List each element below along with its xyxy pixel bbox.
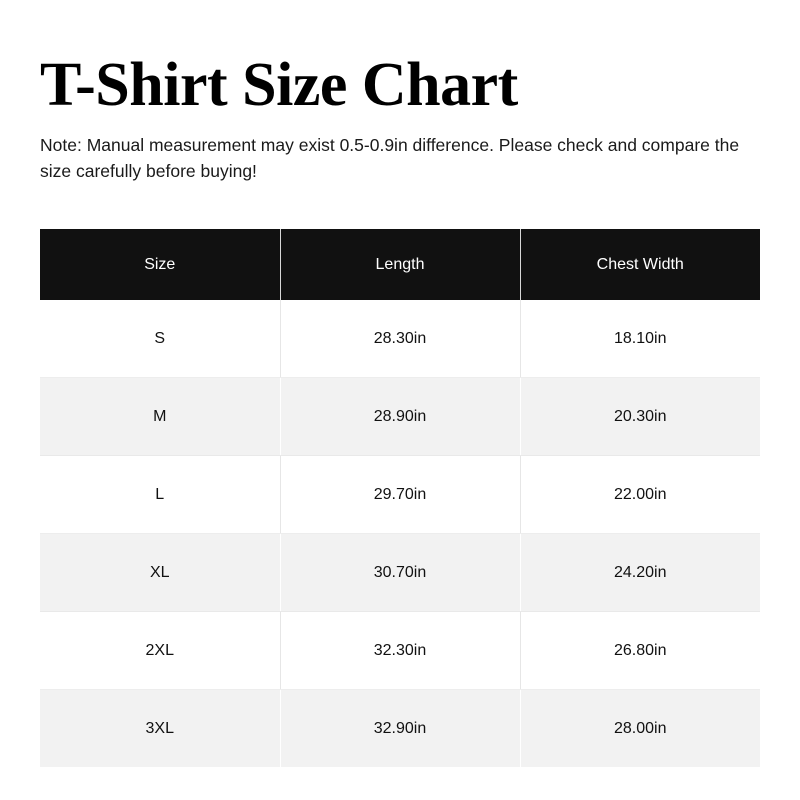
cell-size: 2XL: [40, 611, 281, 690]
cell-chest-width: 20.30in: [520, 377, 760, 456]
measurement-note: Note: Manual measurement may exist 0.5-0…: [40, 135, 740, 181]
size-table-container: Size Length Chest Width S 28.30in 18.10i…: [40, 229, 760, 767]
cell-length: 28.30in: [280, 300, 521, 378]
column-header-size: Size: [40, 229, 281, 300]
size-table: Size Length Chest Width S 28.30in 18.10i…: [40, 229, 760, 767]
cell-length: 32.30in: [280, 611, 521, 690]
table-row: 2XL 32.30in 26.80in: [40, 611, 760, 690]
cell-chest-width: 18.10in: [520, 300, 760, 378]
cell-length: 30.70in: [280, 533, 521, 612]
table-row: XL 30.70in 24.20in: [40, 533, 760, 612]
page-title: T-Shirt Size Chart: [40, 51, 518, 119]
cell-chest-width: 24.20in: [520, 533, 760, 612]
table-row: 3XL 32.90in 28.00in: [40, 689, 760, 767]
table-header: Size Length Chest Width: [40, 229, 760, 300]
cell-length: 29.70in: [280, 455, 521, 534]
cell-size: 3XL: [40, 689, 281, 767]
cell-length: 28.90in: [280, 377, 521, 456]
cell-size: M: [40, 377, 281, 456]
table-header-row: Size Length Chest Width: [40, 229, 760, 300]
table-row: S 28.30in 18.10in: [40, 300, 760, 378]
table-row: L 29.70in 22.00in: [40, 455, 760, 534]
cell-chest-width: 22.00in: [520, 455, 760, 534]
cell-chest-width: 28.00in: [520, 689, 760, 767]
cell-size: XL: [40, 533, 281, 612]
cell-length: 32.90in: [280, 689, 521, 767]
table-body: S 28.30in 18.10in M 28.90in 20.30in L 29…: [40, 300, 760, 767]
column-header-length: Length: [280, 229, 521, 300]
cell-chest-width: 26.80in: [520, 611, 760, 690]
column-header-chest-width: Chest Width: [520, 229, 760, 300]
cell-size: S: [40, 300, 281, 378]
table-row: M 28.90in 20.30in: [40, 377, 760, 456]
cell-size: L: [40, 455, 281, 534]
